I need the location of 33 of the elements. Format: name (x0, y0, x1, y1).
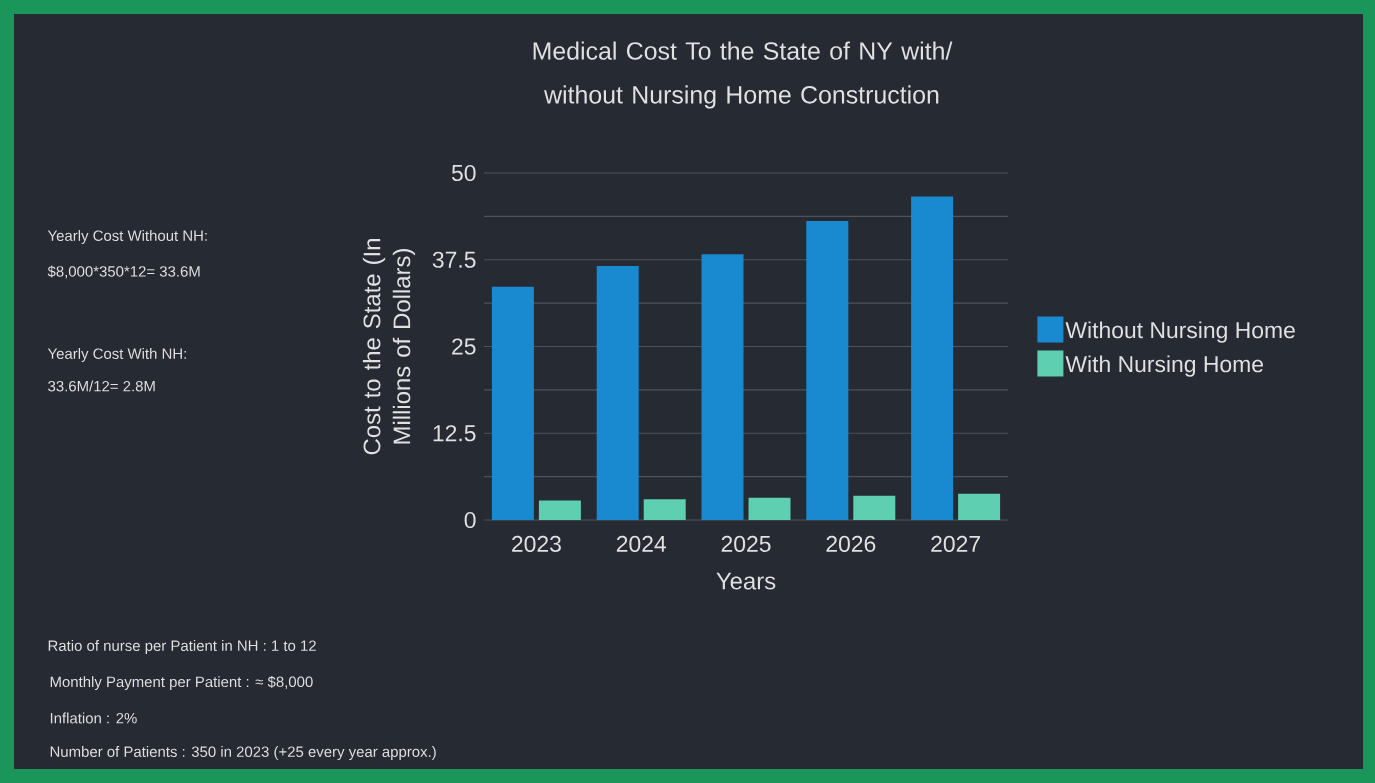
text: Yearly Cost Without NH: (47, 230, 207, 244)
bar (748, 497, 791, 520)
x-tick-label: 2024 (616, 535, 667, 552)
x-tick-label: 2025 (721, 535, 771, 552)
x-tick-label: 2026 (826, 535, 876, 552)
bar (958, 493, 1001, 520)
text: $8,000*350*12= 33.6M (47, 265, 200, 279)
y-tick-label: 37.5 (432, 251, 476, 268)
y-axis-title: Cost to the State (In Millions of Dollars) (362, 239, 416, 455)
y-tick-label: 0 (464, 511, 476, 529)
x-axis-title: Years (716, 572, 776, 590)
x-tick-label: 2023 (512, 535, 561, 552)
legend-label: Without Nursing Home (1065, 321, 1295, 343)
bar (491, 286, 534, 520)
bar (806, 220, 849, 520)
y-tick-label: 12.5 (433, 425, 476, 442)
bar (538, 500, 581, 520)
text: Monthly Payment per Patient : ≈ $8,000 (50, 675, 313, 691)
text: Number of Patients : 350 in 2023 (+25 every year approx.) (50, 746, 436, 760)
text: Inflation : 2% (50, 712, 137, 724)
bar (701, 254, 744, 520)
y-tick-label: 25 (452, 338, 476, 355)
text: Yearly Cost With NH: (47, 348, 186, 362)
legend-label: With Nursing Home (1065, 355, 1263, 377)
text: 33.6M/12= 2.8M (48, 380, 155, 392)
y-tick-label: 50 (451, 164, 476, 182)
x-tick-label: 2027 (931, 535, 980, 552)
bar (596, 265, 639, 520)
bar (853, 495, 896, 520)
text: Ratio of nurse per Patient in NH : 1 to 12 (48, 640, 316, 654)
bar (911, 196, 954, 520)
bar (643, 499, 686, 520)
chart-title: Medical Cost To the State of NY with/ without Nursing Home Construction (533, 41, 953, 109)
